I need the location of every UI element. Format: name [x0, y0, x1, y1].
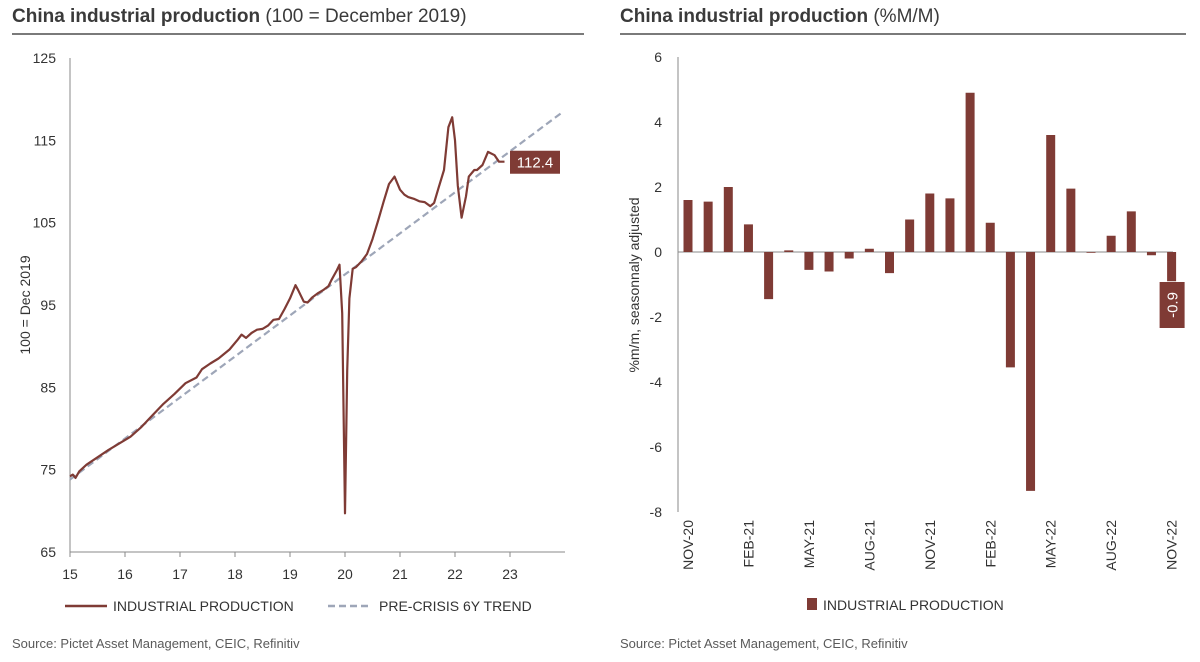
- bar-sep-22: [1126, 211, 1136, 252]
- last-value-badge: [1159, 282, 1185, 328]
- bar-apr-22: [1026, 252, 1036, 491]
- bar-may-22: [1046, 135, 1056, 252]
- y-tick-label: 6: [654, 49, 662, 65]
- y-tick-label: 115: [34, 132, 57, 148]
- bar-feb-22: [985, 222, 995, 252]
- bar-nov-22: [1167, 252, 1177, 282]
- x-tick-label: 21: [392, 566, 408, 582]
- x-tick-label: 16: [117, 566, 133, 582]
- y-axis-label: %m/m, seasonnaly adjusted: [626, 197, 642, 372]
- bar-mar-22: [1005, 252, 1015, 368]
- y-tick-label: 75: [40, 462, 56, 478]
- y-tick-label: 65: [40, 544, 56, 560]
- y-tick-label: 4: [654, 114, 662, 130]
- bar-mar-21: [764, 252, 774, 300]
- trend-line: [69, 111, 563, 481]
- y-tick-label: 95: [40, 297, 56, 313]
- x-tick-label: 23: [502, 566, 518, 582]
- y-tick-label: 85: [40, 379, 56, 395]
- left-chart-title: China industrial production (100 = Decem…: [12, 6, 467, 27]
- x-tick-label: 19: [282, 566, 298, 582]
- last-value-label: -0.9: [1165, 292, 1182, 318]
- x-tick-label: AUG-22: [1103, 520, 1119, 571]
- bar-feb-21: [743, 224, 753, 252]
- y-tick-label: -2: [650, 309, 663, 325]
- right-chart-panel: China industrial production (%M/M) -8 -6-…: [608, 0, 1200, 662]
- left-chart-panel: China industrial production (100 = Decem…: [12, 6, 584, 651]
- x-tick-label: NOV-22: [1164, 520, 1180, 570]
- bar-jun-22: [1066, 188, 1076, 252]
- industrial-production-line: [69, 116, 505, 515]
- x-tick-label: MAY-21: [801, 520, 817, 568]
- bar-jan-22: [965, 92, 975, 252]
- right-chart-title: China industrial production (%M/M): [620, 6, 940, 27]
- bar-oct-22: [1146, 252, 1156, 256]
- bar-dec-20: [703, 201, 713, 252]
- right-title-rule: [620, 33, 1186, 35]
- legend-swatch-production: [807, 598, 817, 610]
- bar-sep-21: [885, 252, 894, 274]
- y-tick-label: -8: [650, 504, 663, 520]
- x-tick-label: 20: [337, 566, 353, 582]
- right-bar-chart: -8 -6 -4 -2 0 2 4 6 %m/m, seasonnaly adjusted NOV…: [626, 49, 1185, 613]
- bar-jul-22: [1086, 252, 1096, 253]
- bar-nov-20: [683, 200, 693, 252]
- y-tick-label: 0: [654, 244, 662, 260]
- x-tick-label: 17: [172, 566, 188, 582]
- x-tick-label: NOV-21: [922, 520, 938, 570]
- x-tick-label: 15: [62, 566, 78, 582]
- x-tick-label: FEB-21: [740, 520, 756, 568]
- legend-label-production: INDUSTRIAL PRODUCTION: [823, 597, 1004, 613]
- legend-label-production: INDUSTRIAL PRODUCTION: [113, 598, 294, 614]
- last-value-label: 112.4: [517, 155, 553, 172]
- x-tick-label: AUG-21: [861, 520, 877, 571]
- bar-aug-22: [1106, 235, 1116, 252]
- left-source: Source: Pictet Asset Management, CEIC, R…: [12, 636, 300, 651]
- x-tick-label: 18: [227, 566, 243, 582]
- legend-label-trend: PRE-CRISIS 6Y TREND: [379, 598, 532, 614]
- x-tick-label: MAY-22: [1043, 520, 1059, 568]
- left-title-rule: [12, 33, 584, 35]
- x-tick-label: 22: [447, 566, 463, 582]
- bar-dec-21: [945, 198, 955, 252]
- y-tick-label: 125: [33, 50, 57, 66]
- y-axis-label: 100 = Dec 2019: [17, 255, 33, 354]
- bar-oct-21: [905, 219, 915, 252]
- bar-may-21: [804, 252, 814, 270]
- bar-jul-21: [844, 252, 854, 259]
- bar-jun-21: [824, 252, 834, 272]
- x-tick-label: NOV-20: [680, 520, 696, 570]
- bar-apr-21: [784, 250, 794, 252]
- left-line-chart: 65 75 85 95 105 115 125 15 16 17 18 19 20 21 22 23 100 =…: [17, 50, 565, 614]
- x-tick-label: FEB-22: [982, 520, 998, 568]
- y-tick-label: -4: [650, 374, 663, 390]
- y-tick-label: -6: [650, 439, 663, 455]
- right-source: Source: Pictet Asset Management, CEIC, R…: [620, 636, 908, 651]
- last-value-badge: [510, 150, 560, 174]
- bar-jan-21: [723, 187, 733, 252]
- bar-aug-21: [864, 248, 874, 252]
- y-tick-label: 2: [654, 179, 662, 195]
- bar-nov-21: [925, 193, 935, 252]
- y-tick-label: 105: [33, 215, 57, 231]
